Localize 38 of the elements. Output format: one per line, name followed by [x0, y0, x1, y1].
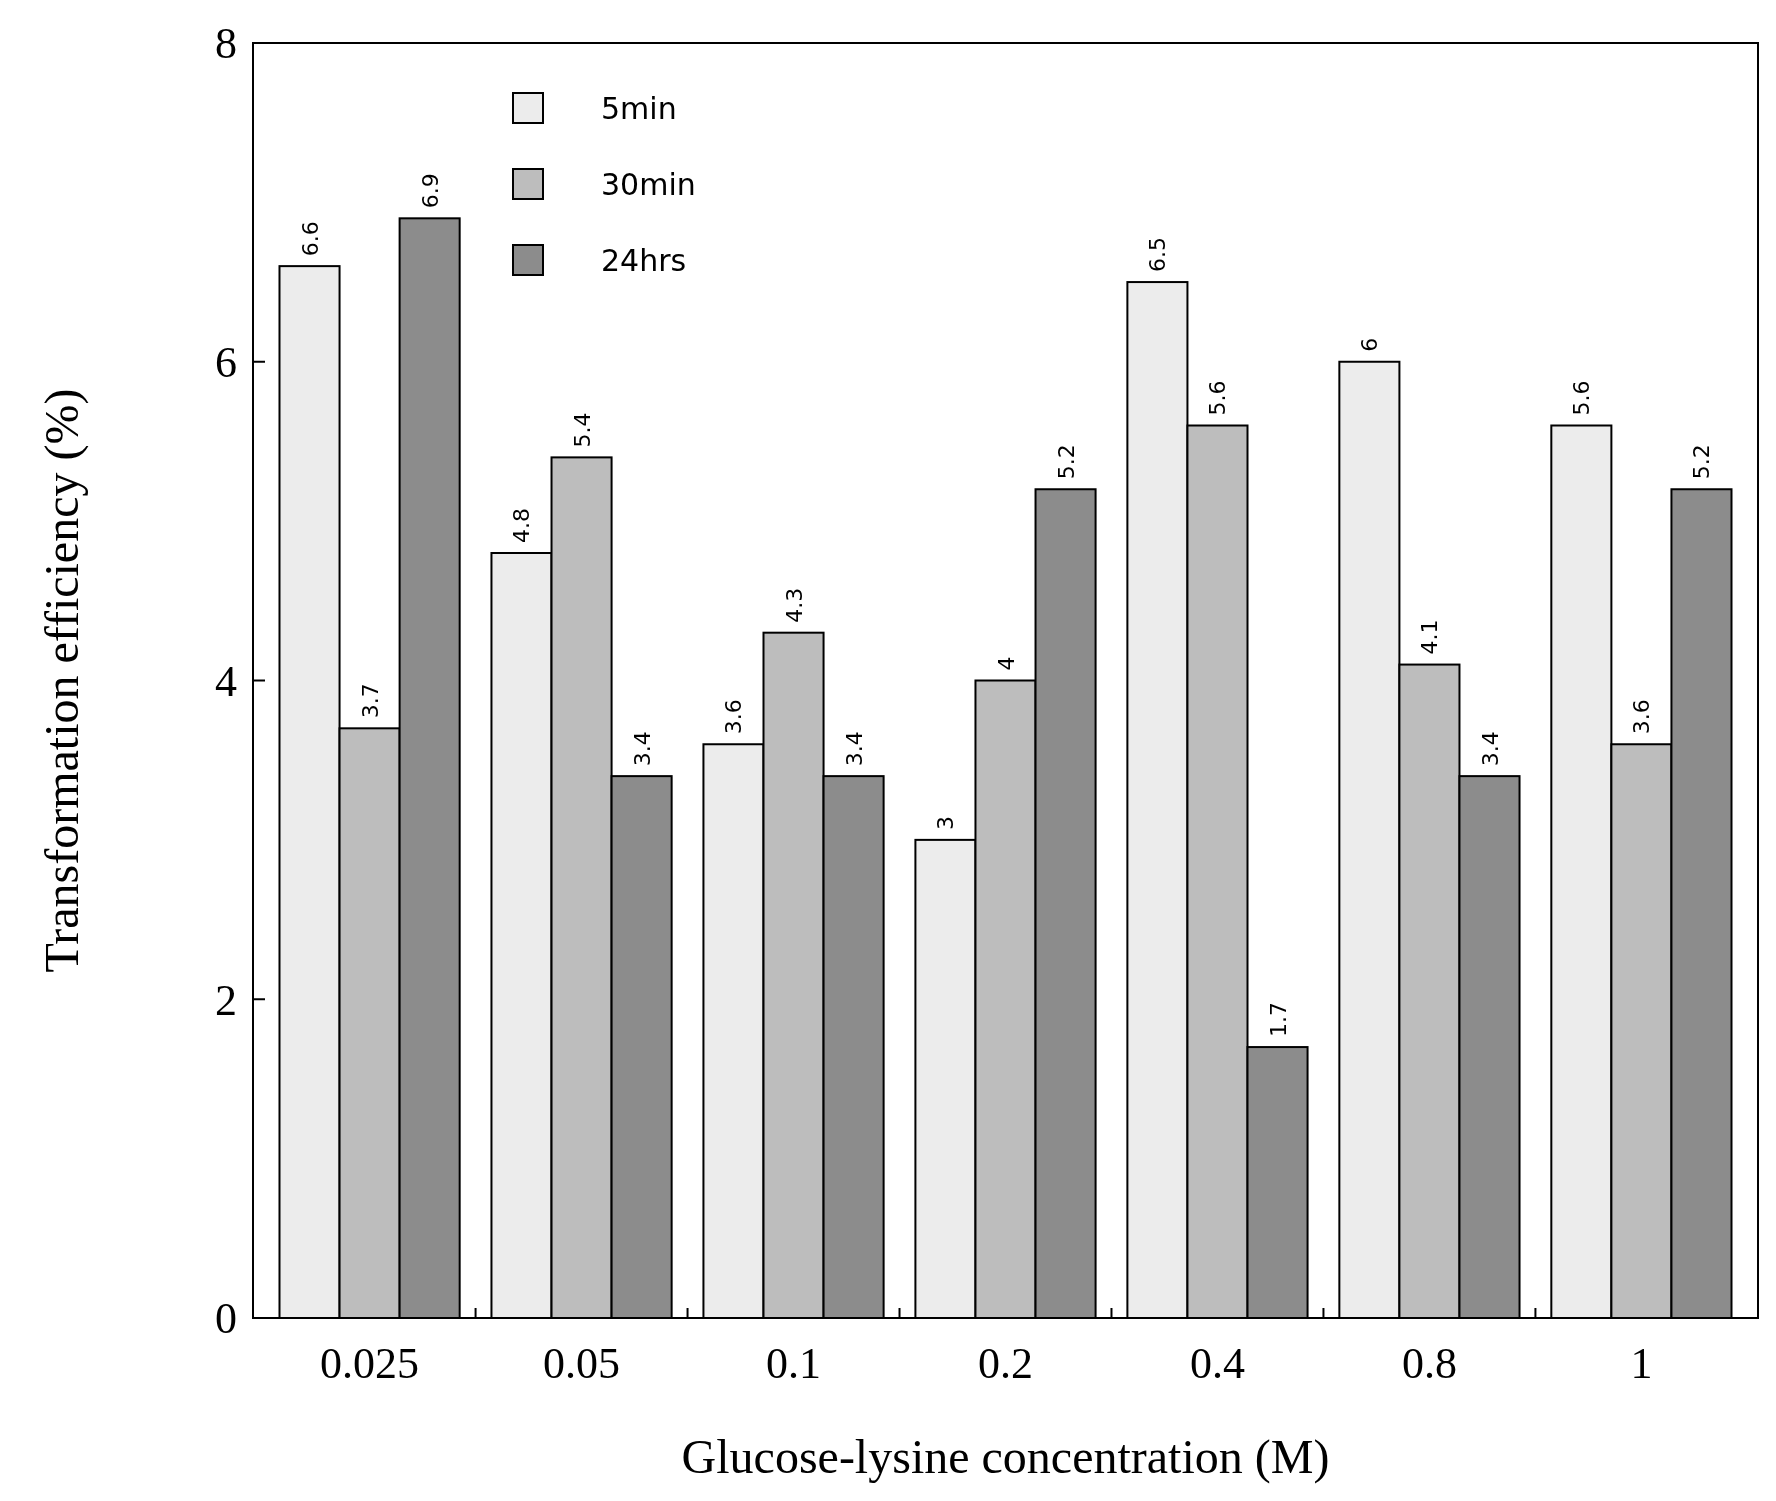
data-label: 3.6 [1629, 699, 1655, 735]
x-tick-label: 0.2 [978, 1339, 1033, 1388]
x-tick-label: 0.4 [1189, 1339, 1245, 1388]
x-tick-label: 0.8 [1401, 1339, 1457, 1388]
y-tick-label: 6 [215, 338, 237, 388]
data-label: 5.2 [1689, 444, 1715, 480]
legend-label: 24hrs [601, 242, 687, 278]
data-label: 4.1 [1417, 619, 1443, 655]
legend-label: 30min [601, 166, 696, 202]
data-label: 4.3 [781, 587, 807, 623]
data-label: 3 [933, 815, 959, 830]
data-label: 4.8 [509, 508, 535, 543]
data-label: 5.4 [569, 412, 595, 448]
data-label: 5.6 [1569, 380, 1595, 416]
data-label: 5.6 [1205, 380, 1231, 416]
data-label: 6 [1357, 337, 1383, 352]
data-label: 5.2 [1053, 444, 1079, 480]
y-tick-label: 2 [215, 975, 237, 1025]
data-label: 3.6 [721, 699, 747, 735]
x-tick-label: 0.025 [320, 1339, 420, 1388]
data-label: 3.4 [1477, 731, 1503, 767]
data-label: 4 [993, 656, 1019, 671]
data-label: 3.4 [841, 731, 867, 767]
data-label: 3.7 [357, 683, 383, 719]
y-tick-label: 8 [215, 19, 237, 69]
data-label: 3.4 [629, 731, 655, 767]
y-tick-label: 0 [215, 1294, 237, 1344]
y-tick-label: 4 [215, 656, 237, 706]
x-tick-label: 0.05 [543, 1339, 621, 1388]
x-tick-label: 0.1 [766, 1339, 822, 1388]
data-label: 1.7 [1265, 1002, 1291, 1038]
legend-label: 5min [601, 90, 677, 126]
x-axis-title: Glucose-lysine concentration (M) [681, 1430, 1330, 1484]
data-label: 6.5 [1145, 237, 1171, 273]
x-tick-label: 1 [1630, 1339, 1653, 1388]
data-label: 6.6 [297, 221, 323, 257]
y-axis-title: Transformation efficiency (%) [35, 388, 89, 973]
data-label: 6.9 [417, 173, 443, 209]
